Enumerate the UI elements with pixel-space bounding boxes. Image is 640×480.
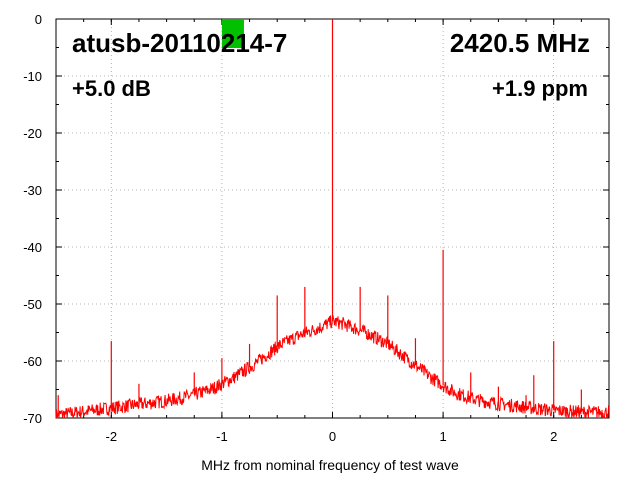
ticks — [55, 18, 610, 419]
y-tick-label: -30 — [23, 183, 42, 198]
offset-label: +1.9 ppm — [492, 76, 588, 101]
series — [55, 19, 610, 419]
y-tick-label: -50 — [23, 297, 42, 312]
gain-label: +5.0 dB — [72, 76, 151, 101]
x-tick-label: -2 — [106, 429, 118, 444]
x-tick-label: -1 — [216, 429, 228, 444]
y-tick-label: -70 — [23, 411, 42, 426]
x-tick-label: 2 — [550, 429, 557, 444]
y-tick-label: -10 — [23, 69, 42, 84]
frequency-label: 2420.5 MHz — [450, 28, 590, 58]
x-tick-labels: -2 -1 0 1 2 — [106, 429, 558, 444]
y-tick-labels: 0 -10 -20 -30 -40 -50 -60 -70 — [23, 12, 42, 426]
frequency-marker — [221, 19, 244, 48]
y-tick-label: -60 — [23, 354, 42, 369]
x-axis-title: MHz from nominal frequency of test wave — [201, 457, 459, 473]
y-tick-label: -20 — [23, 126, 42, 141]
y-tick-label: -40 — [23, 240, 42, 255]
y-tick-label: 0 — [35, 12, 42, 27]
x-tick-label: 0 — [329, 429, 336, 444]
chart-title: atusb-20110214-7 — [72, 28, 287, 58]
x-tick-label: 1 — [439, 429, 446, 444]
